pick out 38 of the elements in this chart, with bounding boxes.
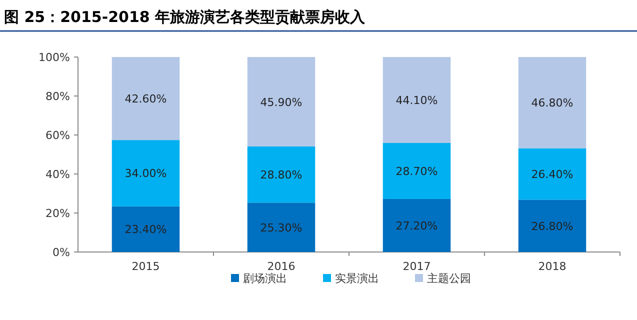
bar	[247, 202, 316, 252]
bar	[382, 57, 451, 143]
legend-label: 主题公园	[427, 272, 471, 285]
data-label: 26.40%	[531, 168, 574, 181]
data-label: 27.20%	[396, 219, 438, 232]
data-label: 25.30%	[260, 221, 302, 234]
y-tick-label: 80%	[46, 90, 70, 103]
data-label: 28.70%	[396, 164, 438, 178]
x-tick-label: 2015	[132, 260, 160, 273]
bar	[112, 57, 180, 140]
x-tick-label: 2017	[402, 260, 431, 273]
data-label: 28.80%	[260, 168, 302, 182]
bar	[247, 57, 316, 147]
data-label: 42.60%	[124, 92, 167, 106]
bar	[382, 142, 451, 199]
bar	[382, 198, 451, 252]
x-tick-label: 2016	[267, 260, 296, 273]
legend-label: 实景演出	[335, 272, 379, 285]
bar	[247, 146, 316, 203]
y-tick-label: 0%	[52, 246, 70, 259]
data-label: 26.80%	[531, 220, 574, 233]
data-label: 46.80%	[531, 96, 574, 110]
bar	[518, 148, 586, 200]
chart-title: 图 25：2015-2018 年旅游演艺各类型贡献票房收入	[4, 8, 366, 26]
bar	[518, 57, 586, 148]
data-label: 45.90%	[260, 96, 302, 109]
legend-label: 剧场演出	[243, 272, 287, 285]
data-label: 44.10%	[396, 94, 438, 107]
y-tick-label: 100%	[38, 51, 70, 64]
data-label: 23.40%	[124, 223, 167, 236]
bar	[112, 140, 180, 206]
x-tick-label: 2018	[538, 260, 566, 273]
bar	[518, 200, 586, 252]
bar	[112, 206, 180, 252]
y-tick-label: 60%	[46, 129, 70, 142]
data-label: 34.00%	[124, 167, 167, 180]
y-tick-label: 40%	[46, 168, 70, 181]
y-tick-label: 20%	[46, 207, 70, 220]
